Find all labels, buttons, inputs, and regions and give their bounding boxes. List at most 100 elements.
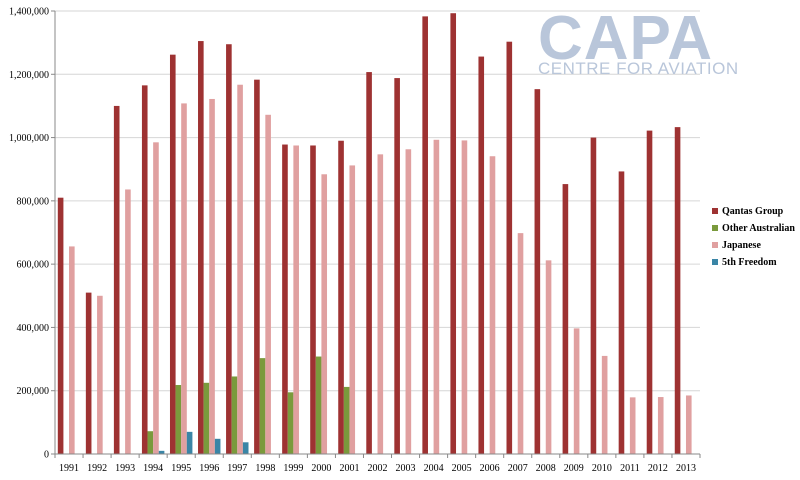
- x-tick-label: 2002: [368, 463, 388, 474]
- x-tick-label: 2004: [424, 463, 444, 474]
- bar-japanese-1994: [153, 142, 159, 454]
- legend-swatch: [712, 225, 718, 231]
- bar-japanese-2003: [405, 149, 412, 454]
- logo-main-text: CAPA: [538, 4, 713, 73]
- x-tick-label: 1993: [115, 463, 135, 474]
- bar-qantas-group-1991: [57, 197, 64, 454]
- x-tick-label: 2001: [339, 463, 359, 474]
- bar-qantas-group-2013: [674, 127, 681, 455]
- bar-other-australian-1994: [147, 431, 154, 454]
- bar-5th-freedom-1995: [186, 431, 193, 454]
- bar-japanese-1998: [265, 114, 271, 454]
- bar-qantas-group-2004: [422, 16, 428, 455]
- legend-swatch: [712, 242, 718, 248]
- x-tick-labels: 1991 1992 1993 1994 1995 1996 1997 1998 1999 2000…: [59, 463, 696, 474]
- x-tick-label: 2013: [676, 463, 696, 474]
- bar-qantas-group-1993: [113, 105, 120, 454]
- y-tick-label: 1,000,000: [9, 133, 49, 144]
- legend-entry: Other Australian: [722, 223, 795, 234]
- bar-japanese-2007: [517, 233, 524, 454]
- x-tick-label: 1996: [199, 463, 219, 474]
- bar-japanese-2000: [321, 174, 328, 454]
- x-tick-label: 2008: [536, 463, 556, 474]
- bar-japanese-2012: [657, 397, 664, 454]
- bar-qantas-group-2003: [394, 78, 400, 454]
- y-tick-label: 1,400,000: [9, 7, 49, 18]
- bar-japanese-2009: [573, 328, 580, 454]
- x-tick-label: 2007: [508, 463, 528, 474]
- y-tick-label: 200,000: [17, 386, 50, 397]
- bars: [57, 13, 692, 455]
- bar-qantas-group-2005: [450, 13, 457, 455]
- bar-5th-freedom-1997: [242, 442, 249, 454]
- x-tick-label: 2005: [452, 463, 472, 474]
- bar-qantas-group-2012: [646, 130, 653, 455]
- x-tick-label: 1997: [227, 463, 247, 474]
- bar-japanese-1996: [209, 98, 215, 455]
- bar-qantas-group-2000: [310, 145, 316, 454]
- bar-japanese-2006: [489, 156, 496, 454]
- bar-japanese-1991: [69, 246, 75, 454]
- legend-swatch: [712, 208, 718, 214]
- bar-japanese-2004: [433, 139, 440, 454]
- y-tick-label: 800,000: [17, 196, 50, 207]
- bar-qantas-group-2006: [478, 56, 485, 455]
- bar-qantas-group-2009: [562, 184, 569, 454]
- legend-swatch: [712, 259, 718, 265]
- bar-other-australian-1995: [175, 385, 182, 454]
- legend: Qantas Group Other Australian Japanese 5th …: [712, 206, 795, 268]
- x-tick-label: 2009: [564, 463, 584, 474]
- bar-japanese-1997: [237, 84, 243, 455]
- bar-qantas-group-1992: [85, 292, 92, 454]
- bar-qantas-group-1998: [254, 79, 260, 454]
- bar-japanese-2011: [629, 397, 636, 454]
- capa-logo: CAPA CENTRE FOR AVIATION: [538, 4, 739, 78]
- x-tick-label: 2006: [480, 463, 500, 474]
- bar-5th-freedom-1996: [214, 438, 221, 454]
- bar-japanese-2005: [461, 140, 468, 454]
- y-tick-label: 600,000: [17, 260, 50, 271]
- bar-japanese-2010: [601, 355, 608, 454]
- x-tick-label: 2012: [648, 463, 668, 474]
- bar-qantas-group-2002: [366, 72, 372, 455]
- bar-other-australian-2001: [343, 386, 350, 454]
- x-tick-label: 2011: [620, 463, 640, 474]
- bar-japanese-1993: [125, 189, 131, 455]
- bar-qantas-group-1996: [198, 41, 204, 454]
- bar-qantas-group-2001: [338, 140, 344, 454]
- logo-sub-text: CENTRE FOR AVIATION: [538, 59, 739, 78]
- bar-japanese-2001: [349, 165, 356, 454]
- bar-qantas-group-2007: [506, 41, 513, 454]
- bar-other-australian-2000: [315, 356, 322, 454]
- x-tick-label: 2010: [592, 463, 612, 474]
- bar-qantas-group-1999: [282, 144, 288, 455]
- legend-entry: 5th Freedom: [722, 257, 777, 268]
- bar-other-australian-1998: [259, 358, 266, 454]
- legend-entry: Japanese: [722, 240, 761, 251]
- x-tick-label: 1994: [143, 463, 163, 474]
- x-tick-label: 1999: [283, 463, 303, 474]
- y-tick-label: 1,200,000: [9, 70, 49, 81]
- bar-qantas-group-2011: [618, 171, 625, 454]
- x-tick-label: 1998: [255, 463, 275, 474]
- bar-japanese-1995: [181, 103, 187, 454]
- bar-other-australian-1999: [287, 392, 294, 454]
- x-tick-label: 2003: [396, 463, 416, 474]
- x-tick-label: 1992: [87, 463, 107, 474]
- y-tick-labels: 0 200,000 400,000 600,000 800,000 1,000,000 1,…: [9, 7, 49, 461]
- bar-qantas-group-1997: [226, 44, 232, 454]
- bar-qantas-group-2010: [590, 137, 597, 455]
- legend-entry: Qantas Group: [722, 206, 784, 217]
- x-tick-label: 1995: [171, 463, 191, 474]
- bar-qantas-group-1994: [141, 85, 148, 454]
- x-tick-label: 2000: [311, 463, 331, 474]
- y-tick-label: 0: [44, 450, 49, 461]
- bar-japanese-2013: [685, 395, 692, 454]
- bar-japanese-2008: [545, 260, 552, 454]
- bar-japanese-2002: [377, 154, 384, 454]
- bar-other-australian-1997: [231, 376, 238, 454]
- bar-japanese-1992: [97, 295, 103, 454]
- bar-qantas-group-2008: [534, 89, 541, 454]
